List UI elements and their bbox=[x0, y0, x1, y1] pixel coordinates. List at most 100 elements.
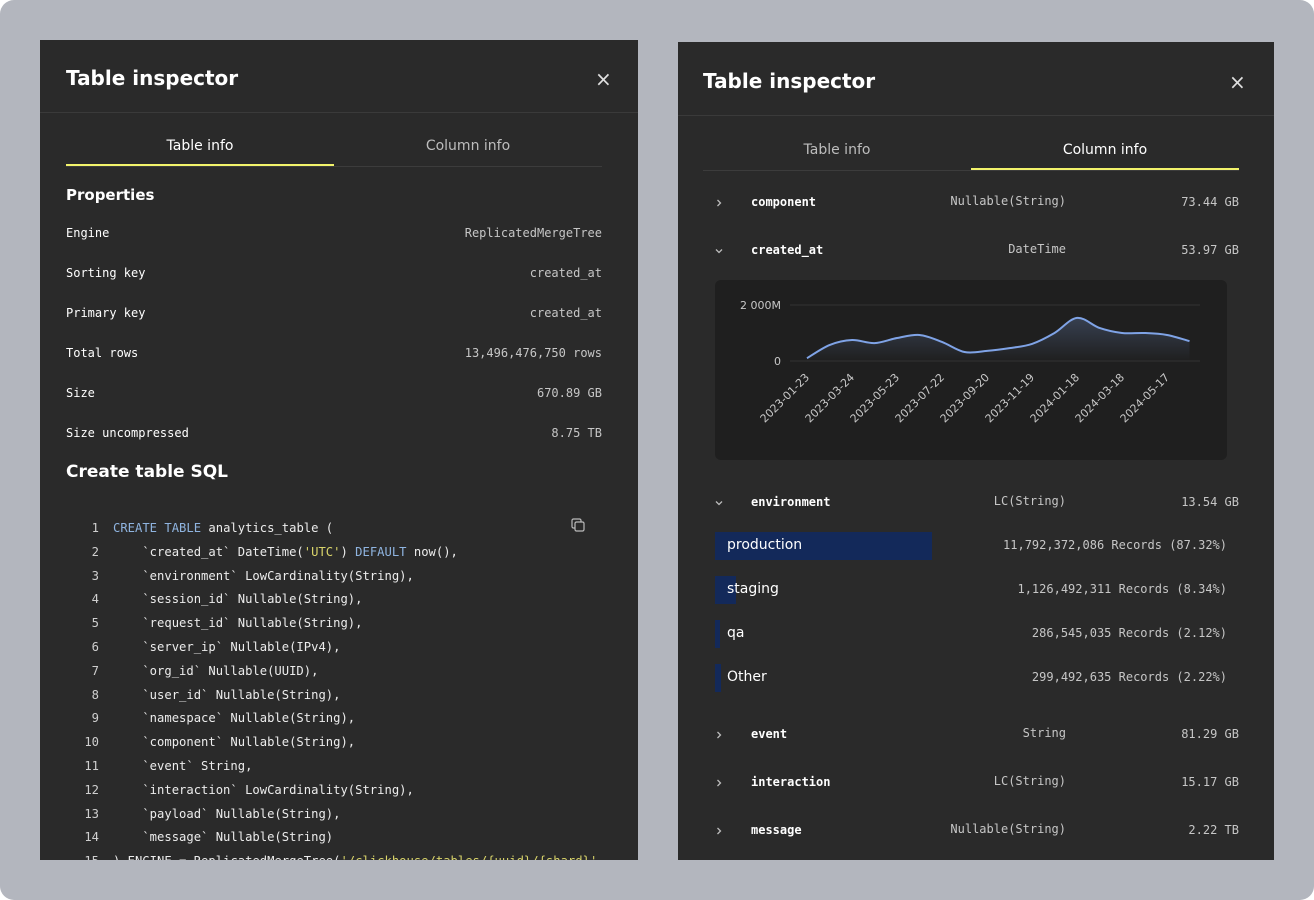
property-value: created_at bbox=[529, 266, 602, 280]
line-number: 2 bbox=[91, 544, 99, 559]
property-label: Primary key bbox=[66, 306, 146, 320]
close-button[interactable]: × bbox=[595, 67, 612, 91]
chevron-shape bbox=[715, 249, 723, 254]
section-heading: Create table SQL bbox=[66, 462, 229, 482]
line-number: 9 bbox=[91, 711, 99, 726]
code-token: `event` String, bbox=[113, 759, 253, 773]
left-panel: Table inspector × Properties Create tabl… bbox=[40, 40, 638, 860]
column-size: 73.44 GB bbox=[1181, 195, 1239, 209]
column-type: Nullable(String) bbox=[950, 822, 1066, 836]
value-bar bbox=[715, 532, 932, 560]
value-bar bbox=[715, 576, 736, 604]
panel-title: Table inspector bbox=[703, 69, 876, 93]
line-area bbox=[807, 317, 1190, 361]
value-bar bbox=[715, 620, 721, 648]
copy-icon[interactable] bbox=[571, 518, 585, 532]
value-bar bbox=[715, 664, 721, 692]
column-name: created_at bbox=[751, 243, 824, 257]
tab[interactable]: Column info bbox=[425, 138, 511, 154]
line-number: 6 bbox=[91, 640, 99, 654]
code-line: `session_id` Nullable(String), bbox=[113, 592, 362, 606]
line-number: 7 bbox=[91, 663, 99, 678]
value-records: 299,492,635 Records (2.22%) bbox=[1031, 670, 1227, 684]
code-token: analytics_table ( bbox=[201, 521, 334, 535]
code-line: `request_id` Nullable(String), bbox=[113, 616, 362, 630]
column-type: Nullable(String) bbox=[950, 194, 1066, 208]
code-line: `component` Nullable(String), bbox=[113, 735, 355, 749]
tab[interactable]: Table info bbox=[803, 142, 871, 158]
chevron-shape bbox=[715, 501, 723, 506]
code-line: `payload` Nullable(String), bbox=[113, 807, 340, 821]
column-type: LC(String) bbox=[993, 774, 1066, 788]
active-tab-underline bbox=[66, 164, 334, 166]
chevron bbox=[717, 827, 722, 835]
property-label: Sorting key bbox=[66, 266, 146, 280]
code-line: `environment` LowCardinality(String), bbox=[113, 569, 414, 583]
chevron-shape bbox=[717, 731, 722, 739]
code-token: `payload` Nullable(String), bbox=[113, 806, 341, 821]
property-value: created_at bbox=[529, 306, 602, 320]
code-token: `request_id` Nullable(String), bbox=[113, 616, 363, 631]
column-type: LC(String) bbox=[993, 494, 1066, 508]
code-line: `created_at` DateTime('UTC') DEFAULT now… bbox=[113, 545, 458, 559]
property-label: Size uncompressed bbox=[66, 426, 189, 440]
y-tick-label: 2 000M bbox=[740, 299, 781, 312]
line-number: 8 bbox=[91, 687, 99, 702]
property-value: ReplicatedMergeTree bbox=[464, 226, 602, 240]
code-token: `environment` LowCardinality(String), bbox=[113, 568, 414, 583]
property-label: Engine bbox=[66, 226, 110, 240]
column-name: interaction bbox=[751, 775, 831, 789]
panel-title: Table inspector bbox=[66, 66, 239, 90]
code-token: ) bbox=[340, 544, 356, 559]
code-line: ) ENGINE = ReplicatedMergeTree('/clickho… bbox=[113, 854, 597, 860]
code-token: `user_id` Nullable(String), bbox=[113, 687, 341, 702]
active-tab-underline bbox=[971, 168, 1239, 170]
chevron-shape bbox=[717, 779, 722, 787]
chevron bbox=[717, 731, 722, 739]
property-label: Total rows bbox=[66, 346, 139, 360]
property-value: 8.75 TB bbox=[551, 426, 602, 440]
code-token: `component` Nullable(String), bbox=[113, 735, 356, 750]
column-type: String bbox=[1022, 726, 1066, 740]
section-heading: Properties bbox=[66, 186, 155, 204]
chevron bbox=[717, 199, 722, 207]
column-size: 13.54 GB bbox=[1181, 495, 1239, 509]
column-size: 15.17 GB bbox=[1181, 775, 1239, 789]
chart: 02 000M2023-01-232023-03-242023-05-23202… bbox=[740, 299, 1200, 425]
column-name: event bbox=[751, 727, 788, 741]
code-token: 'UTC' bbox=[303, 544, 341, 559]
right-panel: Table inspector × Table info Column info c… bbox=[678, 42, 1274, 860]
line bbox=[806, 316, 1190, 360]
column-size: 53.97 GB bbox=[1181, 243, 1239, 257]
property-value: 670.89 GB bbox=[536, 386, 602, 400]
line-number: 5 bbox=[91, 616, 99, 631]
code-token: now(), bbox=[406, 544, 458, 559]
code-token: `namespace` Nullable(String), bbox=[113, 711, 356, 726]
line-number: 1 bbox=[91, 521, 99, 535]
column-type: DateTime bbox=[1008, 242, 1066, 256]
code-token: `org_id` Nullable(UUID), bbox=[113, 663, 319, 678]
tab-divider bbox=[66, 166, 602, 167]
code-token: CREATE TABLE bbox=[113, 521, 202, 535]
code-line: `message` Nullable(String) bbox=[113, 830, 333, 844]
tab[interactable]: Table info bbox=[166, 138, 234, 154]
line-number: 11 bbox=[84, 759, 99, 773]
code-token: '/clickhouse/tables/{uuid}/{shard}' bbox=[340, 854, 597, 860]
column-size: 81.29 GB bbox=[1181, 727, 1239, 741]
code-line: `user_id` Nullable(String), bbox=[113, 688, 340, 702]
value-records: 1,126,492,311 Records (8.34%) bbox=[1017, 582, 1227, 596]
code-token: `message` Nullable(String) bbox=[113, 830, 334, 845]
code-line: CREATE TABLE analytics_table ( bbox=[113, 521, 333, 535]
line-number: 15 bbox=[84, 854, 99, 860]
chevron bbox=[717, 779, 722, 787]
column-name: environment bbox=[751, 495, 831, 509]
tab[interactable]: Column info bbox=[1062, 142, 1148, 158]
line-number: 13 bbox=[84, 806, 99, 821]
value-label: qa bbox=[727, 625, 745, 641]
value-label: Other bbox=[727, 669, 767, 685]
value-label: staging bbox=[727, 581, 779, 597]
close-button[interactable]: × bbox=[1229, 70, 1246, 94]
chevron-shape bbox=[717, 827, 722, 835]
